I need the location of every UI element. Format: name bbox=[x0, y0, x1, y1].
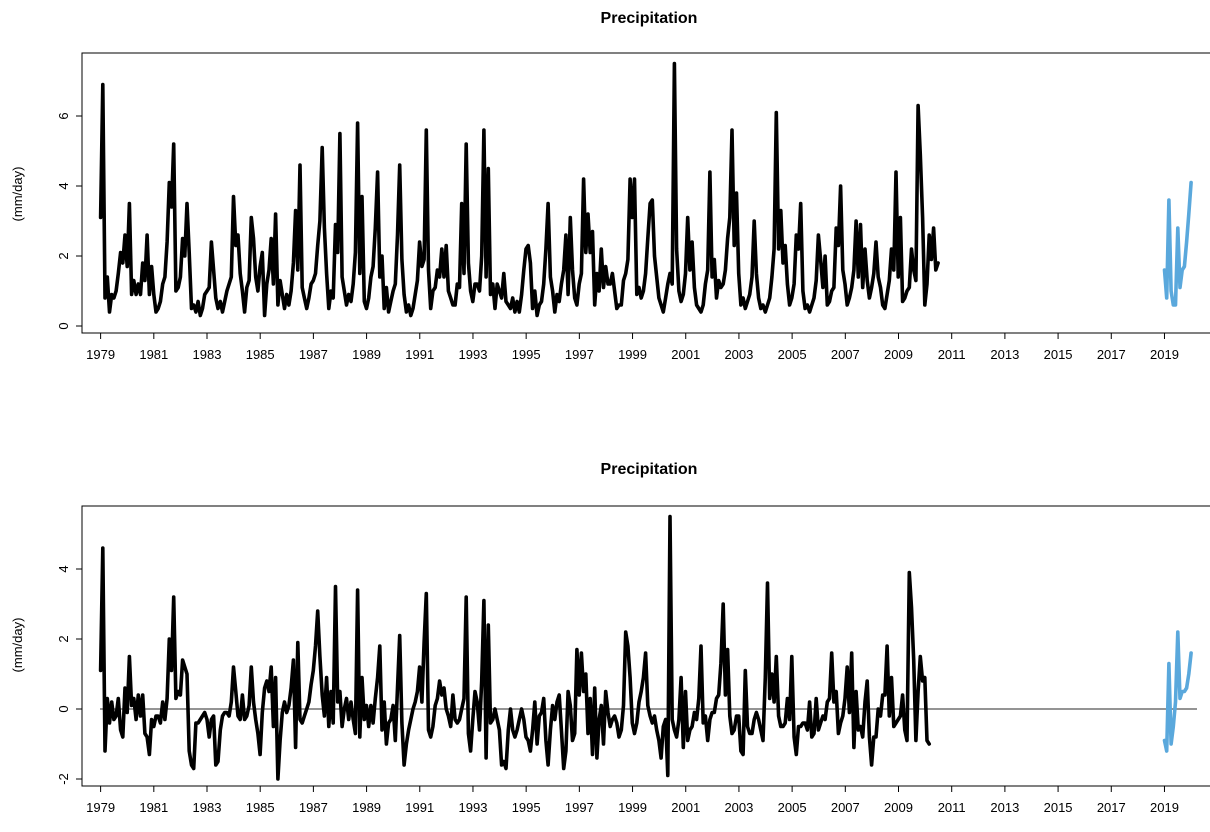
bottom-chart-x-tick-label: 2015 bbox=[1044, 800, 1073, 815]
bottom-chart-x-tick-label: 1995 bbox=[512, 800, 541, 815]
top-chart-x-tick-label: 1999 bbox=[618, 347, 647, 362]
top-chart-series-group bbox=[98, 61, 1193, 318]
bottom-chart-x-tick-label: 2001 bbox=[671, 800, 700, 815]
top-chart-forecast-series-line bbox=[1162, 180, 1193, 307]
top-chart-x-tick-label: 2019 bbox=[1150, 347, 1179, 362]
top-chart-x-tick-label: 1985 bbox=[246, 347, 275, 362]
bottom-chart-x-tick-label: 1993 bbox=[459, 800, 488, 815]
bottom-chart-plot-frame bbox=[81, 505, 1210, 787]
top-chart-y-tick-label: 2 bbox=[56, 252, 71, 259]
top-chart-y-axis: 0 2 4 6 bbox=[56, 112, 82, 330]
top-chart-x-tick-label: 2009 bbox=[884, 347, 913, 362]
bottom-chart-x-tick-label: 2003 bbox=[724, 800, 753, 815]
bottom-chart-series-group bbox=[98, 514, 1193, 781]
top-chart-x-tick-label: 1991 bbox=[405, 347, 434, 362]
bottom-chart-observed-series-line bbox=[98, 514, 932, 781]
bottom-chart-y-axis: -2 0 2 4 bbox=[56, 565, 82, 785]
top-chart-y-tick-label: 0 bbox=[56, 322, 71, 329]
bottom-chart-x-tick-label: 2009 bbox=[884, 800, 913, 815]
top-chart-x-tick-label: 1979 bbox=[86, 347, 115, 362]
bottom-chart-x-tick-label: 2013 bbox=[990, 800, 1019, 815]
top-chart-title: Precipitation bbox=[601, 10, 698, 27]
top-chart-x-tick-label: 2005 bbox=[778, 347, 807, 362]
top-chart-x-tick-label: 1993 bbox=[459, 347, 488, 362]
bottom-chart-x-tick-label: 1989 bbox=[352, 800, 381, 815]
top-chart-x-tick-label: 2013 bbox=[990, 347, 1019, 362]
bottom-chart-x-tick-label: 1979 bbox=[86, 800, 115, 815]
bottom-chart-x-tick-label: 2017 bbox=[1097, 800, 1126, 815]
top-chart-panel: Precipitation (mm/day) 0 2 4 6 1979 1981 1983… bbox=[10, 10, 1210, 362]
top-chart-x-tick-label: 2007 bbox=[831, 347, 860, 362]
bottom-chart-y-tick-label: 2 bbox=[56, 635, 71, 642]
top-chart-y-axis-label: (mm/day) bbox=[10, 167, 25, 222]
top-chart-y-tick-label: 4 bbox=[56, 182, 71, 189]
top-chart-x-axis: 1979 1981 1983 1985 1987 1989 1991 1993 1995 1997… bbox=[86, 333, 1179, 362]
bottom-chart-forecast-series-line bbox=[1162, 630, 1193, 753]
bottom-chart-x-tick-label: 1997 bbox=[565, 800, 594, 815]
bottom-chart-x-tick-label: 2019 bbox=[1150, 800, 1179, 815]
bottom-chart-x-tick-label: 1985 bbox=[246, 800, 275, 815]
top-chart-x-tick-label: 1987 bbox=[299, 347, 328, 362]
top-chart-x-tick-label: 2017 bbox=[1097, 347, 1126, 362]
top-chart-x-tick-label: 2003 bbox=[724, 347, 753, 362]
bottom-chart-x-tick-label: 2007 bbox=[831, 800, 860, 815]
bottom-chart-y-tick-label: 4 bbox=[56, 565, 71, 572]
top-chart-x-tick-label: 2001 bbox=[671, 347, 700, 362]
top-chart-x-tick-label: 1989 bbox=[352, 347, 381, 362]
top-chart-plot-frame bbox=[81, 52, 1210, 334]
bottom-chart-y-axis-label: (mm/day) bbox=[10, 618, 25, 673]
top-chart-x-tick-label: 2011 bbox=[938, 347, 966, 362]
bottom-chart-x-tick-label: 2005 bbox=[778, 800, 807, 815]
bottom-chart-x-axis: 1979 1981 1983 1985 1987 1989 1991 1993 1995 1997… bbox=[86, 786, 1179, 815]
bottom-chart-x-tick-label: 1987 bbox=[299, 800, 328, 815]
bottom-chart-x-tick-label: 1981 bbox=[139, 800, 168, 815]
bottom-chart-panel: Precipitation (mm/day) -2 0 2 4 1979 1981 198… bbox=[10, 461, 1210, 815]
top-chart-x-tick-label: 1983 bbox=[193, 347, 222, 362]
top-chart-x-tick-label: 2015 bbox=[1044, 347, 1073, 362]
top-chart-observed-series-line bbox=[98, 61, 940, 318]
top-chart-x-tick-label: 1995 bbox=[512, 347, 541, 362]
top-chart-x-tick-label: 1981 bbox=[139, 347, 168, 362]
bottom-chart-x-tick-label: 2011 bbox=[938, 800, 966, 815]
bottom-chart-title: Precipitation bbox=[601, 461, 698, 478]
bottom-chart-y-tick-label: -2 bbox=[56, 773, 71, 785]
bottom-chart-x-tick-label: 1999 bbox=[618, 800, 647, 815]
top-chart-y-tick-label: 6 bbox=[56, 112, 71, 119]
bottom-chart-x-tick-label: 1983 bbox=[193, 800, 222, 815]
top-chart-x-tick-label: 1997 bbox=[565, 347, 594, 362]
bottom-chart-y-tick-label: 0 bbox=[56, 705, 71, 712]
bottom-chart-x-tick-label: 1991 bbox=[405, 800, 434, 815]
